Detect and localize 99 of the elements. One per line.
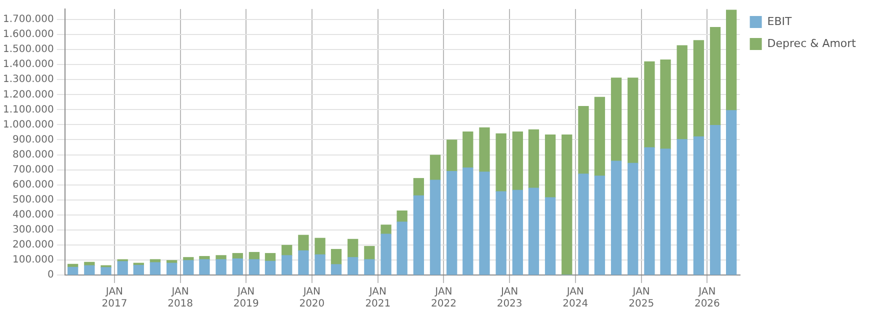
bar — [578, 106, 589, 174]
bar — [676, 139, 688, 275]
x-tick-label: JAN 2023 — [496, 286, 522, 310]
bar — [446, 140, 458, 172]
y-tick-label: 0 — [48, 270, 54, 281]
bar — [298, 250, 309, 275]
bar — [413, 195, 424, 275]
bar — [644, 147, 655, 275]
x-tick-label: JAN 2024 — [562, 286, 588, 310]
bar — [264, 260, 276, 275]
bar — [446, 170, 458, 275]
y-tick-label: 200.000 — [12, 240, 54, 251]
bar — [578, 174, 589, 275]
bar — [413, 178, 424, 196]
bar — [314, 254, 326, 275]
y-tick-label: 300.000 — [12, 224, 54, 236]
bar — [100, 267, 112, 275]
bar — [199, 259, 210, 275]
bar — [628, 78, 638, 164]
bar — [462, 168, 474, 275]
y-tick-label: 1.200.000 — [2, 89, 54, 100]
bar — [298, 234, 309, 251]
x-tick-label: JAN 2025 — [628, 286, 654, 310]
bar — [693, 40, 704, 138]
bar — [496, 133, 506, 192]
x-tick-label: JAN 2022 — [431, 286, 456, 310]
y-tick-label: 1.700.000 — [2, 14, 54, 26]
x-tick-label: JAN 2020 — [299, 286, 325, 310]
bar — [512, 190, 523, 275]
bar — [676, 45, 688, 140]
y-tick-label: 1.400.000 — [2, 59, 54, 70]
y-tick-label: 1.300.000 — [2, 74, 54, 86]
bar — [479, 127, 490, 172]
bar — [660, 59, 671, 150]
bar — [544, 197, 556, 275]
bar — [496, 191, 506, 275]
legend-label: EBIT — [767, 14, 792, 28]
y-tick-label: 500.000 — [12, 194, 54, 206]
y-tick-label: 100.000 — [12, 254, 54, 266]
x-tick-label: JAN 2019 — [233, 286, 259, 310]
bar — [430, 180, 441, 275]
bar — [68, 266, 78, 275]
bar — [330, 248, 342, 265]
y-tick-label: 1.100.000 — [2, 104, 54, 116]
bar — [264, 253, 276, 262]
y-tick-label: 900.000 — [12, 134, 54, 146]
bar — [660, 148, 671, 275]
bar — [512, 131, 523, 191]
bar — [610, 160, 622, 275]
bar — [117, 261, 128, 275]
y-tick-label: 700.000 — [12, 164, 54, 176]
y-tick-label: 800.000 — [12, 149, 54, 160]
bar — [232, 258, 243, 275]
bar — [594, 96, 606, 176]
bar — [693, 136, 704, 275]
bar — [644, 61, 655, 148]
bar — [348, 238, 358, 258]
bar — [380, 224, 392, 234]
bar — [594, 176, 606, 275]
bar — [396, 210, 408, 222]
bar — [462, 131, 474, 168]
bar — [726, 110, 737, 275]
y-tick-label: 1.600.000 — [2, 29, 54, 40]
y-tick-label: 1.000.000 — [2, 119, 54, 130]
y-tick-label: 400.000 — [12, 209, 54, 220]
bar — [610, 78, 622, 162]
bar — [330, 264, 342, 275]
bar — [314, 238, 326, 256]
bar — [282, 244, 292, 256]
x-tick-label: JAN 2018 — [168, 286, 194, 310]
bar — [628, 162, 638, 275]
bar — [248, 259, 260, 275]
bar — [544, 134, 556, 198]
bar — [150, 262, 161, 275]
x-tick-label: JAN 2017 — [102, 286, 128, 310]
y-tick-label: 1.500.000 — [2, 44, 54, 56]
bar — [396, 222, 408, 275]
bar — [364, 259, 375, 275]
bar — [364, 246, 375, 260]
bar — [430, 154, 441, 180]
bar — [133, 264, 144, 275]
bar — [528, 129, 540, 188]
bar — [710, 27, 721, 126]
bar — [479, 172, 490, 275]
bar — [348, 257, 358, 275]
x-tick-label: JAN 2026 — [694, 286, 720, 310]
bar — [380, 234, 392, 275]
legend-label: Deprec & Amort — [767, 36, 857, 50]
bar — [183, 260, 194, 275]
bar — [216, 259, 226, 275]
y-tick-label: 600.000 — [12, 179, 54, 190]
bar — [562, 134, 572, 275]
bar — [726, 10, 737, 111]
bar — [528, 188, 540, 275]
bar — [84, 265, 95, 275]
bar — [166, 262, 178, 275]
bar — [282, 255, 292, 275]
bar — [710, 124, 721, 275]
x-tick-label: JAN 2021 — [365, 286, 391, 310]
